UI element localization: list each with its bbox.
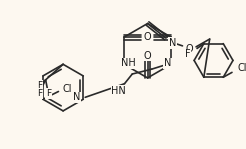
Text: F: F: [184, 49, 190, 59]
Text: Cl: Cl: [238, 63, 246, 73]
Text: N: N: [73, 92, 80, 102]
Text: NH: NH: [122, 58, 136, 68]
Text: O: O: [143, 32, 151, 42]
Text: N: N: [169, 38, 176, 48]
Text: O: O: [185, 44, 193, 54]
Text: O: O: [144, 51, 151, 61]
Text: F: F: [37, 89, 42, 98]
Text: Cl: Cl: [62, 84, 72, 94]
Text: F: F: [46, 89, 51, 98]
Text: N: N: [164, 58, 171, 68]
Text: HN: HN: [111, 86, 126, 96]
Text: F: F: [37, 81, 42, 90]
Text: O: O: [144, 32, 152, 42]
